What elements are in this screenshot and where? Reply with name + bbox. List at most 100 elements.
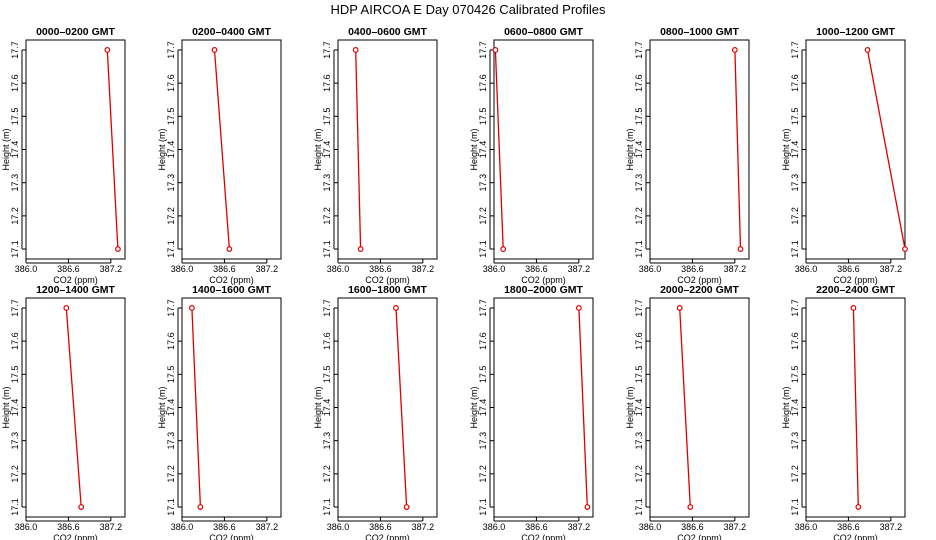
panel-title: 0000–0200 GMT xyxy=(36,26,115,38)
x-tick-label: 386.0 xyxy=(639,264,662,274)
panel-title: 1400–1600 GMT xyxy=(192,284,271,296)
series-line xyxy=(65,307,82,508)
data-point xyxy=(226,246,233,252)
y-tick-label: 17.6 xyxy=(478,332,488,350)
y-tick-label: 17.3 xyxy=(634,432,644,450)
data-point xyxy=(731,47,738,53)
panel-title: 1000–1200 GMT xyxy=(816,26,895,38)
y-tick-label: 17.7 xyxy=(790,41,800,59)
y-tick-label: 17.7 xyxy=(790,299,800,317)
y-tick-label: 17.7 xyxy=(166,41,176,59)
y-tick-label: 17.6 xyxy=(10,74,20,92)
series-line xyxy=(191,307,202,508)
x-tick-label: 387.2 xyxy=(724,264,747,274)
y-tick-label: 17.2 xyxy=(166,207,176,225)
y-tick-label: 17.6 xyxy=(322,74,332,92)
y-tick-label: 17.3 xyxy=(790,174,800,192)
x-tick-label: 386.6 xyxy=(837,522,860,532)
chart-panel: 0800–1000 GMT 386.0 386.6 387.2 17.1 17.2 17.3… xyxy=(625,26,750,285)
chart-panel: 0000–0200 GMT 386.0 386.6 387.2 17.1 17.2 17.3… xyxy=(1,26,126,285)
series-line xyxy=(494,49,504,250)
y-tick-label: 17.5 xyxy=(166,108,176,126)
series-line xyxy=(866,49,906,250)
y-tick-label: 17.4 xyxy=(790,399,800,417)
y-tick-label: 17.7 xyxy=(634,299,644,317)
x-tick-label: 387.2 xyxy=(880,264,903,274)
x-axis-label: CO2 (ppm) xyxy=(53,275,98,285)
figure-title: HDP AIRCOA E Day 070426 Calibrated Profi… xyxy=(330,2,606,17)
y-tick-label: 17.3 xyxy=(322,174,332,192)
data-point xyxy=(864,47,871,53)
y-tick-label: 17.4 xyxy=(10,399,20,417)
y-axis-label: Height (m) xyxy=(781,128,791,170)
y-tick-label: 17.7 xyxy=(10,299,20,317)
chart-panel: 0600–0800 GMT 386.0 386.6 387.2 17.1 17.2 17.3… xyxy=(469,26,594,285)
y-tick-label: 17.3 xyxy=(322,432,332,450)
y-tick-label: 17.1 xyxy=(634,240,644,258)
x-tick-label: 386.0 xyxy=(327,264,350,274)
y-tick-label: 17.2 xyxy=(10,465,20,483)
y-tick-label: 17.1 xyxy=(478,498,488,516)
y-tick-label: 17.7 xyxy=(166,299,176,317)
data-point xyxy=(902,246,908,252)
data-point xyxy=(352,47,359,53)
series-line xyxy=(852,307,859,508)
x-tick-label: 386.6 xyxy=(57,522,80,532)
y-tick-label: 17.6 xyxy=(634,332,644,350)
y-tick-label: 17.1 xyxy=(166,240,176,258)
data-point xyxy=(492,47,499,53)
y-tick-label: 17.6 xyxy=(166,332,176,350)
x-tick-label: 387.2 xyxy=(568,264,591,274)
y-tick-label: 17.1 xyxy=(634,498,644,516)
y-tick-label: 17.5 xyxy=(322,108,332,126)
y-axis-label: Height (m) xyxy=(313,128,323,170)
x-axis-label: CO2 (ppm) xyxy=(677,533,722,540)
x-tick-label: 387.2 xyxy=(880,522,903,532)
y-tick-label: 17.2 xyxy=(790,207,800,225)
plot-frame xyxy=(25,297,126,518)
y-tick-label: 17.5 xyxy=(322,366,332,384)
y-tick-label: 17.3 xyxy=(478,432,488,450)
x-tick-label: 386.6 xyxy=(213,522,236,532)
y-tick-label: 17.4 xyxy=(634,399,644,417)
x-tick-label: 386.0 xyxy=(171,522,194,532)
panel-title: 2000–2200 GMT xyxy=(660,284,739,296)
data-point xyxy=(500,246,507,252)
x-tick-label: 386.6 xyxy=(837,264,860,274)
x-tick-label: 387.2 xyxy=(724,522,747,532)
y-tick-label: 17.5 xyxy=(634,108,644,126)
panel-title: 2200–2400 GMT xyxy=(816,284,895,296)
y-tick-label: 17.3 xyxy=(478,174,488,192)
y-axis-label: Height (m) xyxy=(157,128,167,170)
data-point xyxy=(676,305,683,311)
x-tick-label: 387.2 xyxy=(412,264,435,274)
y-tick-label: 17.7 xyxy=(322,299,332,317)
y-tick-label: 17.1 xyxy=(10,240,20,258)
data-point xyxy=(211,47,218,53)
x-axis-label: CO2 (ppm) xyxy=(677,275,722,285)
y-tick-label: 17.6 xyxy=(790,74,800,92)
y-axis-label: Height (m) xyxy=(625,128,635,170)
plot-frame xyxy=(493,297,594,518)
x-tick-label: 387.2 xyxy=(412,522,435,532)
data-point xyxy=(850,305,857,311)
x-tick-label: 386.0 xyxy=(15,522,38,532)
plot-frame xyxy=(649,297,750,518)
y-tick-label: 17.6 xyxy=(166,74,176,92)
x-tick-label: 387.2 xyxy=(256,264,279,274)
plot-frame xyxy=(649,39,750,260)
y-tick-label: 17.5 xyxy=(790,366,800,384)
data-point xyxy=(855,504,862,510)
y-tick-label: 17.3 xyxy=(166,174,176,192)
y-tick-label: 17.7 xyxy=(478,41,488,59)
y-tick-label: 17.4 xyxy=(790,141,800,159)
y-axis-label: Height (m) xyxy=(157,386,167,428)
panels: 0000–0200 GMT 386.0 386.6 387.2 17.1 17.2 17.3… xyxy=(1,26,908,540)
x-tick-label: 386.0 xyxy=(639,522,662,532)
x-tick-label: 387.2 xyxy=(100,522,123,532)
y-tick-label: 17.1 xyxy=(322,498,332,516)
plot-frame xyxy=(181,297,282,518)
data-point xyxy=(393,305,399,311)
panel-title: 0600–0800 GMT xyxy=(504,26,583,38)
